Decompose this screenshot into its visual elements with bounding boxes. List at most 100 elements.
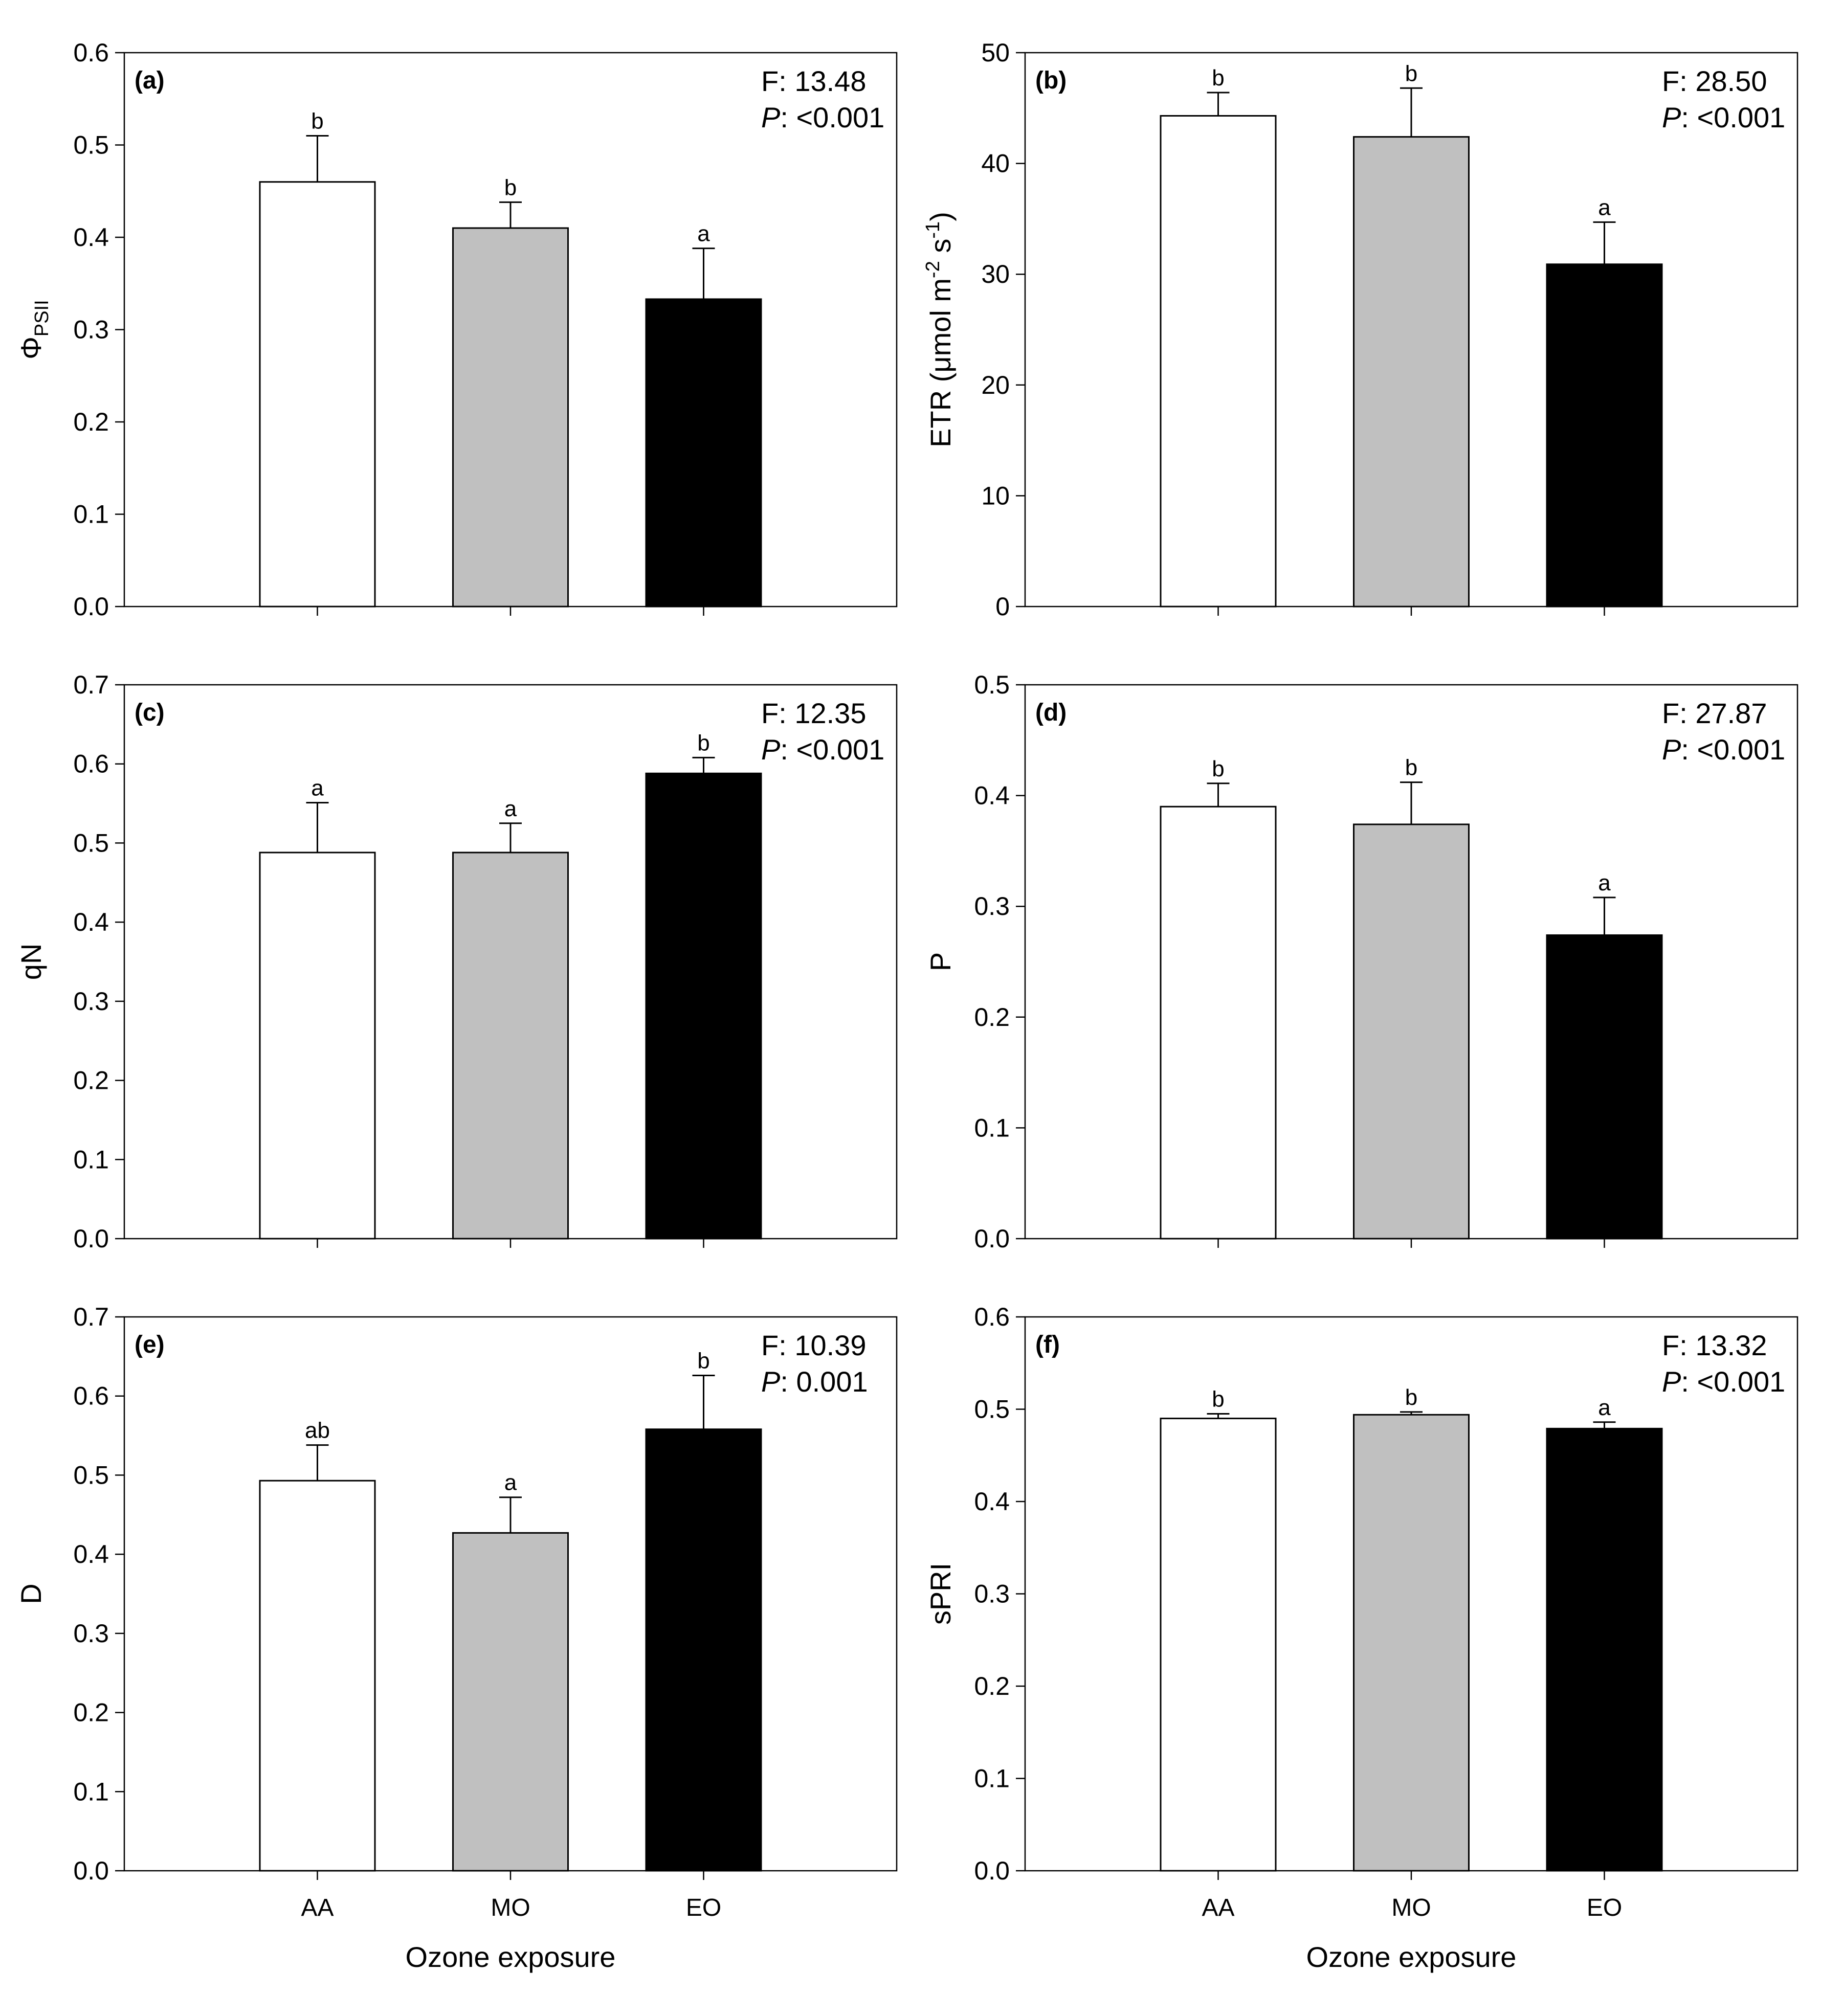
significance-letter-mo: a bbox=[504, 796, 517, 821]
y-axis-label-part: qN bbox=[15, 944, 47, 980]
y-tick-label: 0.3 bbox=[73, 1619, 109, 1648]
significance-letter-eo: b bbox=[697, 730, 709, 755]
bar-aa bbox=[1160, 1418, 1277, 1872]
y-tick-label: 0.3 bbox=[73, 316, 109, 344]
stat-f: F: 28.50 bbox=[1662, 65, 1767, 97]
x-tick-label-eo: EO bbox=[1587, 1894, 1622, 1921]
y-tick-label: 0.6 bbox=[73, 750, 109, 778]
y-tick-label: 0.0 bbox=[73, 592, 109, 621]
panel-c: a a b 0.0 0.1 0.2 0.3 0.4 0.5 0.6 0.7 (c) F: 12.35 P:… bbox=[15, 670, 898, 1253]
stat-p-value: : <0.001 bbox=[780, 733, 884, 766]
y-axis-label-part: P bbox=[924, 952, 957, 971]
stat-f: F: 13.32 bbox=[1662, 1329, 1767, 1361]
x-tick-label-aa: AA bbox=[301, 1894, 334, 1921]
stat-p-symbol: P bbox=[1662, 101, 1681, 133]
stat-p: P: <0.001 bbox=[761, 733, 884, 766]
y-tick-label: 0.3 bbox=[73, 987, 109, 1016]
y-tick-label: 0.5 bbox=[974, 670, 1010, 699]
y-tick-label: 0.7 bbox=[73, 1303, 109, 1331]
bar-eo bbox=[1546, 263, 1663, 608]
bar-aa bbox=[1160, 115, 1277, 608]
stat-p-value: : 0.001 bbox=[780, 1365, 868, 1398]
y-tick-label: 0.0 bbox=[974, 1856, 1010, 1885]
y-axis-label: ETR (μmol m-2 s-1) bbox=[922, 212, 957, 447]
panel-f: b AA b MO a EO 0.0 0.1 0.2 0.3 0.4 0.5 0.6 (f) F: 13.3… bbox=[924, 1303, 1798, 1973]
significance-letter-eo: a bbox=[1598, 870, 1611, 895]
bar-mo bbox=[452, 852, 569, 1240]
significance-letter-mo: a bbox=[504, 1470, 517, 1495]
significance-letter-mo: b bbox=[504, 175, 517, 200]
bar-mo bbox=[1353, 136, 1470, 608]
significance-letter-mo: b bbox=[1405, 755, 1417, 780]
bar-eo bbox=[1546, 1427, 1663, 1872]
stat-f: F: 13.48 bbox=[761, 65, 866, 97]
stat-p: P: <0.001 bbox=[1662, 733, 1785, 766]
y-tick-label: 0.0 bbox=[974, 1224, 1010, 1253]
x-tick-label-eo: EO bbox=[686, 1894, 721, 1921]
y-tick-label: 0.4 bbox=[73, 908, 109, 936]
panel-b: b b a 0 10 20 30 40 50 (b) F: 28.50 P: <0.001 ETR (μ… bbox=[922, 38, 1798, 621]
significance-letter-aa: b bbox=[1212, 1387, 1224, 1412]
x-tick-label-mo: MO bbox=[491, 1894, 530, 1921]
y-axis-label-part: ) bbox=[924, 212, 957, 221]
y-tick-label: 0.2 bbox=[974, 1003, 1010, 1032]
y-axis-label-part: D bbox=[15, 1583, 47, 1604]
y-tick-label: 0 bbox=[995, 592, 1010, 621]
y-tick-label: 0.6 bbox=[73, 38, 109, 67]
plot-frame bbox=[123, 1316, 898, 1872]
y-tick-label: 0.2 bbox=[73, 1698, 109, 1727]
bar-aa bbox=[1160, 805, 1277, 1240]
y-axis-label: P bbox=[924, 952, 957, 971]
y-tick-label: 0.1 bbox=[974, 1764, 1010, 1793]
y-tick-label: 0.2 bbox=[73, 1066, 109, 1095]
y-tick-label: 20 bbox=[981, 371, 1010, 399]
stat-p-symbol: P bbox=[761, 1365, 780, 1398]
y-axis-label-part: ETR (μmol m bbox=[924, 278, 957, 447]
significance-letter-eo: b bbox=[697, 1348, 709, 1373]
y-tick-label: 0.6 bbox=[73, 1382, 109, 1410]
y-tick-label: 0.0 bbox=[73, 1224, 109, 1253]
y-axis-label: sPRI bbox=[924, 1563, 957, 1625]
stat-p-value: : <0.001 bbox=[1681, 1365, 1785, 1398]
panel-d: b ba0.00.10.20.30.40.5(d) F: 27.87P: <0.00… bbox=[924, 670, 1798, 1253]
y-axis-label: D bbox=[15, 1583, 47, 1604]
y-tick-label: 0.4 bbox=[974, 781, 1010, 810]
bar-mo bbox=[1353, 1414, 1470, 1872]
y-tick-label: 0.1 bbox=[73, 1777, 109, 1806]
significance-letter-eo: a bbox=[697, 221, 710, 247]
panel-label: (b) bbox=[1035, 67, 1067, 94]
y-axis-label-part: sPRI bbox=[924, 1563, 957, 1625]
stat-p: P: <0.001 bbox=[1662, 101, 1785, 133]
y-axis-label-part: Φ bbox=[15, 337, 47, 360]
y-tick-label: 0.7 bbox=[73, 670, 109, 699]
y-tick-label: 0.4 bbox=[73, 223, 109, 252]
panel-label: (f) bbox=[1035, 1331, 1060, 1358]
significance-letter-aa: b bbox=[1212, 756, 1224, 781]
stat-f: F: 27.87 bbox=[1662, 697, 1767, 729]
bar-aa bbox=[259, 852, 376, 1240]
x-tick-label-aa: AA bbox=[1202, 1894, 1234, 1921]
y-axis-label-part: -2 bbox=[922, 261, 944, 278]
bar-aa bbox=[259, 181, 376, 608]
y-tick-label: 0.5 bbox=[73, 131, 109, 160]
bar-mo bbox=[452, 227, 569, 608]
stat-f: F: 10.39 bbox=[761, 1329, 866, 1361]
stat-p-value: : <0.001 bbox=[780, 101, 884, 133]
y-tick-label: 30 bbox=[981, 260, 1010, 288]
panel-label: (c) bbox=[135, 699, 165, 726]
stat-p-symbol: P bbox=[761, 733, 780, 766]
y-tick-label: 0.0 bbox=[73, 1856, 109, 1885]
y-tick-label: 0.4 bbox=[73, 1540, 109, 1569]
y-tick-label: 40 bbox=[981, 149, 1010, 178]
bar-eo bbox=[645, 298, 762, 608]
bar-eo bbox=[645, 1428, 762, 1872]
bar-aa bbox=[259, 1480, 376, 1872]
bar-mo bbox=[452, 1532, 569, 1872]
significance-letter-aa: b bbox=[311, 108, 323, 133]
y-tick-label: 0.3 bbox=[974, 1580, 1010, 1608]
y-axis-label: ΦPSII bbox=[15, 300, 53, 360]
bar-eo bbox=[1546, 934, 1663, 1240]
significance-letter-aa: ab bbox=[305, 1418, 330, 1443]
stat-p-symbol: P bbox=[1662, 733, 1681, 766]
